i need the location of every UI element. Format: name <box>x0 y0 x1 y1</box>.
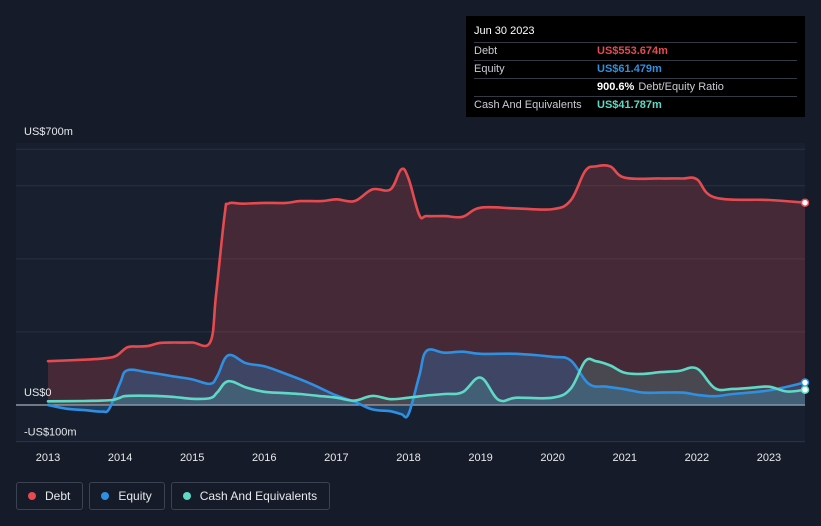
x-tick-label: 2017 <box>324 452 348 464</box>
tooltip-cash-value: US$41.787m <box>597 99 662 111</box>
data-tooltip: Jun 30 2023 Debt US$553.674m Equity US$6… <box>466 16 805 117</box>
tooltip-debt-label: Debt <box>474 45 498 57</box>
debt-legend-dot-icon <box>28 492 36 500</box>
x-tick-label: 2021 <box>613 452 637 464</box>
series-areas <box>48 165 805 418</box>
legend-item-equity[interactable]: Equity <box>89 482 165 510</box>
legend-equity-label: Equity <box>118 489 152 503</box>
tooltip-row-ratio: 900.6% Debt/Equity Ratio <box>474 78 797 96</box>
debt-end-marker <box>800 198 810 207</box>
equity-end-marker <box>800 378 810 387</box>
x-tick-label: 2014 <box>108 452 132 464</box>
equity-legend-dot-icon <box>101 492 110 500</box>
legend-debt-label: Debt <box>45 489 71 503</box>
x-tick-label: 2020 <box>540 452 564 464</box>
legend-item-debt[interactable]: Debt <box>16 482 84 510</box>
legend-item-cash[interactable]: Cash And Equivalents <box>170 482 331 510</box>
tooltip-equity-value: US$61.479m <box>597 63 662 75</box>
y-tick-label: US$0 <box>24 387 52 399</box>
tooltip-ratio-value: 900.6% <box>597 81 635 93</box>
series-end-markers <box>800 198 810 394</box>
cash-end-marker <box>800 385 810 394</box>
tooltip-row-equity: Equity US$61.479m <box>474 60 797 78</box>
series-lines <box>46 163 807 419</box>
equity-line <box>46 348 807 419</box>
tooltip-ratio-spacer <box>474 79 597 96</box>
cash-area <box>48 358 805 405</box>
debt-line <box>46 163 807 363</box>
tooltip-cash-label: Cash And Equivalents <box>474 99 582 111</box>
tooltip-date: Jun 30 2023 <box>474 25 535 37</box>
chart-legend: Debt Equity Cash And Equivalents <box>16 482 331 510</box>
y-tick-label: -US$100m <box>24 427 77 439</box>
x-tick-label: 2018 <box>396 452 420 464</box>
cash-line <box>46 357 807 403</box>
y-tick-label: US$700m <box>24 126 73 138</box>
x-tick-label: 2019 <box>468 452 492 464</box>
tooltip-ratio-label: Debt/Equity Ratio <box>638 81 724 93</box>
x-tick-label: 2023 <box>757 452 781 464</box>
equity-area <box>48 349 805 418</box>
cash-legend-dot-icon <box>182 492 191 500</box>
y-axis: US$700m US$0 -US$100m <box>24 126 77 439</box>
x-tick-label: 2022 <box>685 452 709 464</box>
x-tick-label: 2016 <box>252 452 276 464</box>
debt-area <box>48 165 805 405</box>
tooltip-debt-value: US$553.674m <box>597 45 668 57</box>
x-axis: 2013 2014 2015 2016 2017 2018 2019 2020 2021 2022… <box>36 452 781 464</box>
legend-cash-label: Cash And Equivalents <box>199 489 318 503</box>
x-tick-label: 2013 <box>36 452 60 464</box>
tooltip-row-cash: Cash And Equivalents US$41.787m <box>474 96 797 114</box>
tooltip-row-debt: Debt US$553.674m <box>474 42 797 60</box>
tooltip-equity-label: Equity <box>474 63 505 75</box>
x-tick-label: 2015 <box>180 452 204 464</box>
